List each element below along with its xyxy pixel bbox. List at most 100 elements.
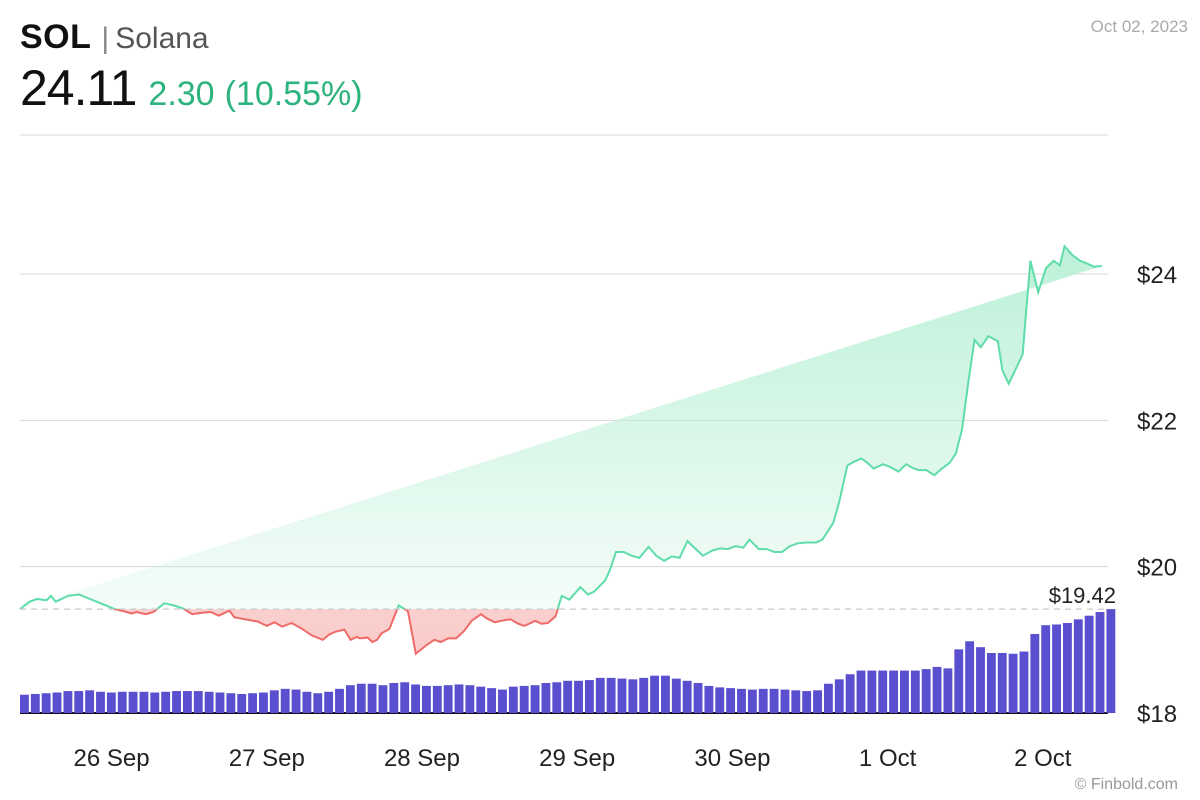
volume-bar xyxy=(139,691,149,713)
volume-bar xyxy=(182,691,192,713)
volume-bar xyxy=(617,678,627,713)
volume-bar xyxy=(584,680,594,713)
volume-bar xyxy=(910,670,920,713)
x-axis: 26 Sep 27 Sep 28 Sep 29 Sep 30 Sep 1 Oct 2 Oct xyxy=(74,745,1072,772)
volume-bar xyxy=(150,692,160,713)
volume-bar xyxy=(335,688,344,713)
volume-bar xyxy=(1052,624,1061,713)
volume-bar xyxy=(606,677,616,713)
x-tick-label: 30 Sep xyxy=(694,745,770,772)
current-price: 24.11 xyxy=(20,60,137,116)
volume-bar xyxy=(813,690,822,713)
title-separator: | xyxy=(101,22,110,55)
price-lines xyxy=(19,244,1102,656)
volume-bar xyxy=(574,680,583,713)
volume-bar xyxy=(704,685,714,713)
volume-bar xyxy=(508,686,518,713)
volume-bar xyxy=(867,670,877,713)
volume-bar xyxy=(1095,612,1105,713)
volume-bar xyxy=(965,641,975,713)
volume-bar xyxy=(324,691,334,713)
volume-bar xyxy=(595,677,605,713)
volume-bar xyxy=(367,683,377,713)
volume-bar xyxy=(1062,623,1072,713)
volume-bar xyxy=(443,685,453,713)
volume-bar xyxy=(954,649,964,713)
area-above-reference xyxy=(20,246,1102,610)
reference-line-group: $19.42 xyxy=(20,583,1116,610)
volume-bar xyxy=(280,688,290,713)
volume-bar xyxy=(791,690,801,713)
source-credit: © Finbold.com xyxy=(1074,776,1178,793)
volume-bar xyxy=(128,691,138,713)
ticker-row: SOL | Solana xyxy=(20,18,363,57)
volume-bar xyxy=(41,693,51,713)
volume-bar xyxy=(823,683,833,713)
price-line-above xyxy=(19,244,1102,610)
volume-bar xyxy=(552,682,562,713)
x-tick-label: 28 Sep xyxy=(384,745,460,772)
volume-bar xyxy=(63,691,73,713)
volume-bar xyxy=(85,690,95,713)
volume-bar xyxy=(1084,615,1094,713)
price-change-percent: (10.55%) xyxy=(224,75,363,113)
volume-bar xyxy=(682,680,692,713)
volume-bar xyxy=(834,679,844,713)
volume-bar xyxy=(172,691,181,713)
volume-bar xyxy=(737,688,746,713)
volume-bar xyxy=(758,688,768,713)
price-change: 2.30 xyxy=(148,75,215,113)
volume-bar xyxy=(661,675,670,713)
volume-bar xyxy=(878,670,888,713)
y-tick-label: $18 xyxy=(1137,701,1177,728)
volume-bar xyxy=(487,688,497,713)
volume-bar xyxy=(639,677,649,713)
volume-bar xyxy=(400,682,410,713)
volume-bar xyxy=(291,689,301,713)
volume-bar xyxy=(997,653,1007,713)
volume-bar xyxy=(106,692,116,713)
volume-bar xyxy=(715,687,725,713)
volume-bar xyxy=(248,693,258,713)
y-axis: $18 $20 $22 $24 xyxy=(1137,262,1177,728)
volume-bar xyxy=(378,685,388,713)
volume-bar xyxy=(976,647,985,713)
x-tick-label: 2 Oct xyxy=(1014,745,1072,772)
volume-bar xyxy=(932,666,942,713)
volume-bar xyxy=(20,694,29,713)
price-line-below xyxy=(20,609,559,656)
volume-bar xyxy=(1106,609,1116,713)
volume-bar xyxy=(889,670,899,713)
volume-bar xyxy=(519,685,529,713)
y-tick-label: $24 xyxy=(1137,262,1177,289)
x-tick-label: 26 Sep xyxy=(74,745,150,772)
volume-bars xyxy=(20,609,1116,713)
volume-bar xyxy=(780,689,790,713)
volume-bar xyxy=(193,691,203,713)
volume-bar xyxy=(671,678,681,713)
volume-bar xyxy=(1019,651,1029,713)
asset-name: Solana xyxy=(115,22,209,55)
volume-bar xyxy=(476,686,486,713)
y-tick-label: $22 xyxy=(1137,408,1177,435)
volume-bar xyxy=(563,680,573,713)
price-areas xyxy=(20,246,1102,654)
volume-bar xyxy=(237,693,247,713)
volume-bar xyxy=(96,691,105,713)
volume-bar xyxy=(52,692,62,713)
volume-bar xyxy=(921,669,931,713)
volume-bar xyxy=(74,691,84,713)
volume-bar xyxy=(421,685,431,713)
volume-bar xyxy=(30,693,40,713)
volume-bar xyxy=(530,685,540,713)
volume-bar xyxy=(215,692,225,713)
volume-bar xyxy=(747,689,757,713)
volume-bar xyxy=(541,683,551,713)
volume-bar xyxy=(302,691,312,713)
volume-bar xyxy=(845,674,855,713)
volume-bar xyxy=(465,685,475,713)
volume-bar xyxy=(356,683,366,713)
header: SOL | Solana 24.11 2.30 (10.55%) xyxy=(20,18,363,117)
volume-bar xyxy=(161,691,171,713)
